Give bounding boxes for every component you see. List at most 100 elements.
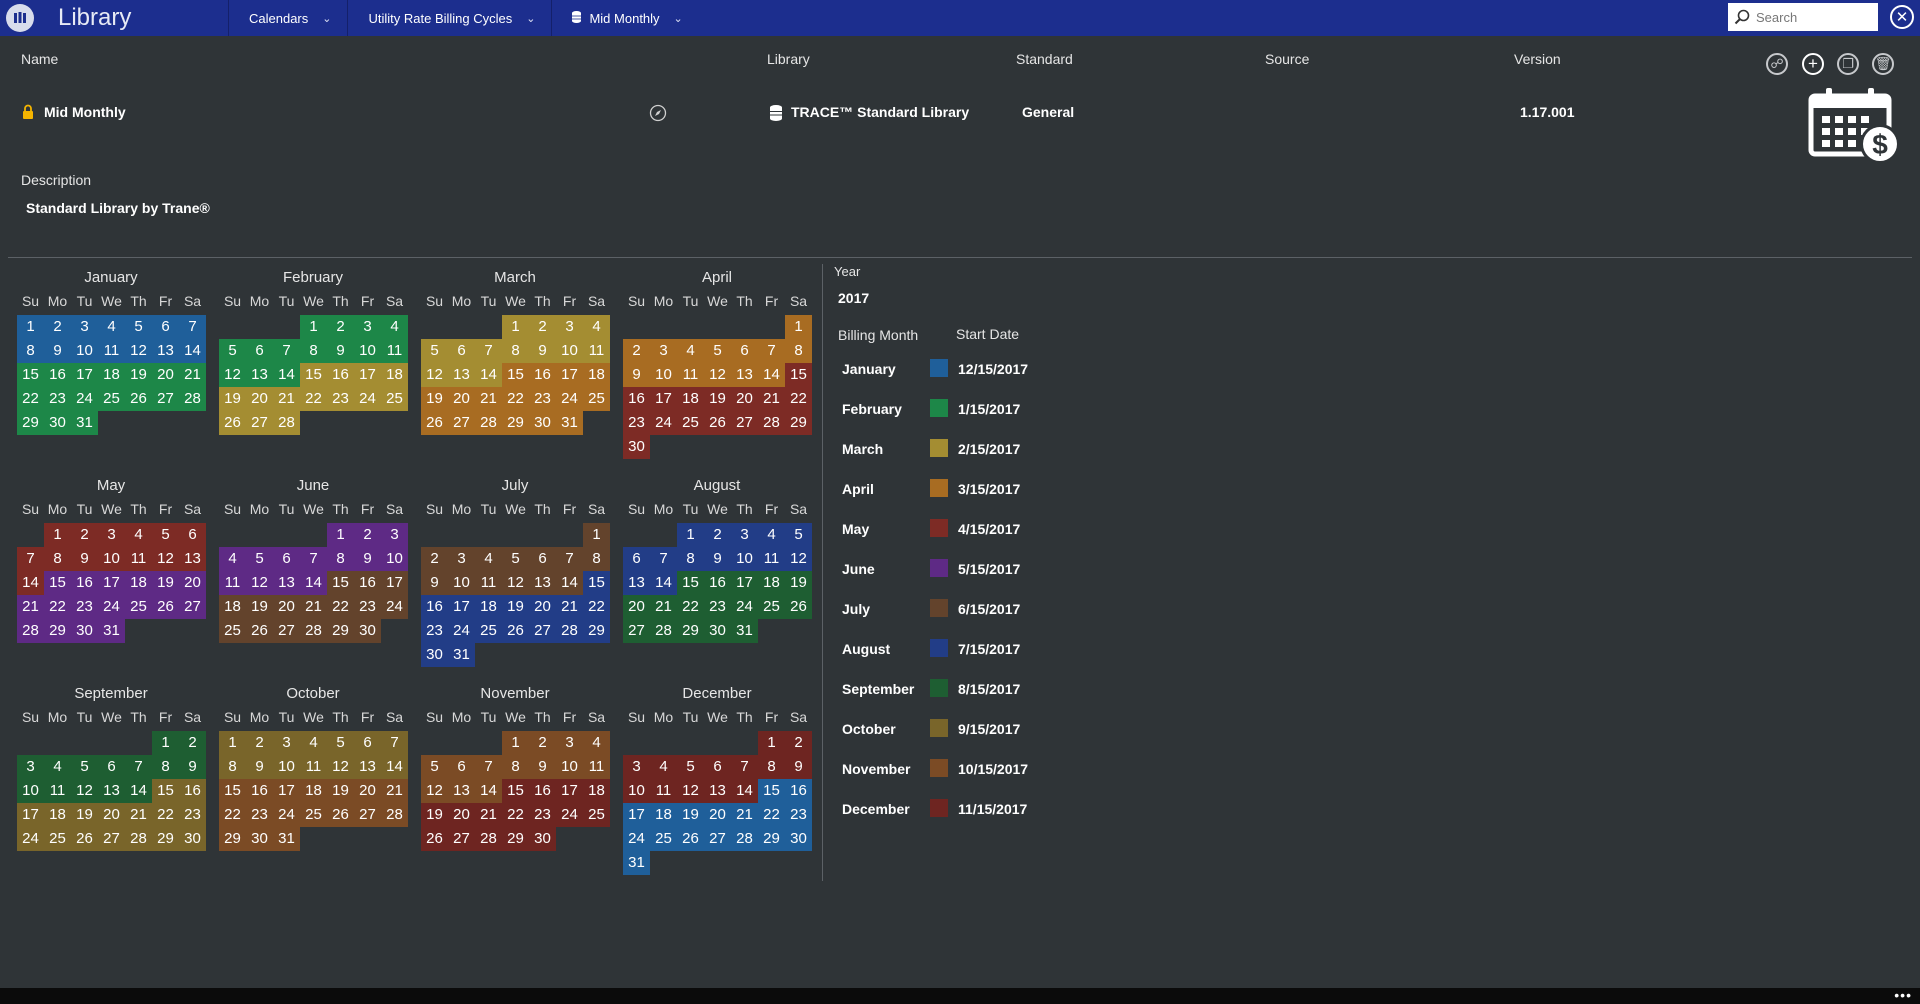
day-cell[interactable]: 13: [273, 571, 300, 595]
day-cell[interactable]: 9: [704, 547, 731, 571]
color-swatch[interactable]: [930, 479, 948, 497]
chevron-down-icon[interactable]: ⌄: [526, 12, 536, 25]
day-cell[interactable]: 30: [529, 411, 556, 435]
day-cell[interactable]: 1: [502, 315, 529, 339]
day-cell[interactable]: 29: [502, 827, 529, 851]
day-cell[interactable]: 7: [179, 315, 206, 339]
day-cell[interactable]: 23: [529, 803, 556, 827]
day-cell[interactable]: 23: [623, 411, 650, 435]
day-cell[interactable]: 5: [785, 523, 812, 547]
day-cell[interactable]: 23: [44, 387, 71, 411]
day-cell[interactable]: 20: [731, 387, 758, 411]
day-cell[interactable]: 27: [246, 411, 273, 435]
day-cell[interactable]: 9: [179, 755, 206, 779]
day-cell[interactable]: 16: [246, 779, 273, 803]
day-cell[interactable]: 10: [556, 755, 583, 779]
day-cell[interactable]: 14: [17, 571, 44, 595]
day-cell[interactable]: 19: [677, 803, 704, 827]
day-cell[interactable]: 4: [44, 755, 71, 779]
day-cell[interactable]: 7: [731, 755, 758, 779]
day-cell[interactable]: 23: [529, 387, 556, 411]
day-cell[interactable]: 18: [475, 595, 502, 619]
day-cell[interactable]: 30: [179, 827, 206, 851]
day-cell[interactable]: 3: [556, 315, 583, 339]
day-cell[interactable]: 31: [556, 411, 583, 435]
day-cell[interactable]: 10: [448, 571, 475, 595]
day-cell[interactable]: 1: [583, 523, 610, 547]
day-cell[interactable]: 17: [71, 363, 98, 387]
search-input[interactable]: [1754, 8, 1868, 26]
day-cell[interactable]: 11: [583, 339, 610, 363]
day-cell[interactable]: 29: [44, 619, 71, 643]
day-cell[interactable]: 29: [677, 619, 704, 643]
day-cell[interactable]: 12: [71, 779, 98, 803]
day-cell[interactable]: 6: [448, 755, 475, 779]
day-cell[interactable]: 16: [421, 595, 448, 619]
day-cell[interactable]: 19: [421, 803, 448, 827]
day-cell[interactable]: 22: [152, 803, 179, 827]
day-cell[interactable]: 15: [677, 571, 704, 595]
day-cell[interactable]: 27: [179, 595, 206, 619]
day-cell[interactable]: 12: [421, 779, 448, 803]
day-cell[interactable]: 1: [327, 523, 354, 547]
day-cell[interactable]: 13: [623, 571, 650, 595]
day-cell[interactable]: 15: [785, 363, 812, 387]
day-cell[interactable]: 10: [71, 339, 98, 363]
day-cell[interactable]: 29: [758, 827, 785, 851]
day-cell[interactable]: 6: [246, 339, 273, 363]
day-cell[interactable]: 17: [623, 803, 650, 827]
day-cell[interactable]: 12: [327, 755, 354, 779]
day-cell[interactable]: 25: [381, 387, 408, 411]
day-cell[interactable]: 16: [327, 363, 354, 387]
day-cell[interactable]: 18: [98, 363, 125, 387]
day-cell[interactable]: 2: [529, 731, 556, 755]
day-cell[interactable]: 19: [71, 803, 98, 827]
day-cell[interactable]: 11: [125, 547, 152, 571]
day-cell[interactable]: 26: [421, 827, 448, 851]
day-cell[interactable]: 23: [179, 803, 206, 827]
day-cell[interactable]: 11: [219, 571, 246, 595]
day-cell[interactable]: 13: [731, 363, 758, 387]
day-cell[interactable]: 5: [421, 755, 448, 779]
day-cell[interactable]: 30: [785, 827, 812, 851]
day-cell[interactable]: 7: [556, 547, 583, 571]
day-cell[interactable]: 12: [785, 547, 812, 571]
day-cell[interactable]: 12: [502, 571, 529, 595]
color-swatch[interactable]: [930, 639, 948, 657]
day-cell[interactable]: 24: [623, 827, 650, 851]
day-cell[interactable]: 30: [71, 619, 98, 643]
day-cell[interactable]: 25: [44, 827, 71, 851]
day-cell[interactable]: 1: [785, 315, 812, 339]
day-cell[interactable]: 4: [677, 339, 704, 363]
day-cell[interactable]: 6: [704, 755, 731, 779]
day-cell[interactable]: 18: [219, 595, 246, 619]
day-cell[interactable]: 17: [354, 363, 381, 387]
day-cell[interactable]: 28: [179, 387, 206, 411]
start-date-value[interactable]: 8/15/2017: [958, 681, 1021, 697]
day-cell[interactable]: 28: [731, 827, 758, 851]
day-cell[interactable]: 22: [327, 595, 354, 619]
day-cell[interactable]: 9: [529, 755, 556, 779]
day-cell[interactable]: 22: [502, 803, 529, 827]
day-cell[interactable]: 2: [354, 523, 381, 547]
day-cell[interactable]: 17: [273, 779, 300, 803]
day-cell[interactable]: 24: [556, 803, 583, 827]
day-cell[interactable]: 11: [650, 779, 677, 803]
day-cell[interactable]: 9: [327, 339, 354, 363]
day-cell[interactable]: 14: [758, 363, 785, 387]
day-cell[interactable]: 10: [381, 547, 408, 571]
start-date-value[interactable]: 5/15/2017: [958, 561, 1021, 577]
day-cell[interactable]: 16: [179, 779, 206, 803]
day-cell[interactable]: 22: [44, 595, 71, 619]
day-cell[interactable]: 29: [152, 827, 179, 851]
day-cell[interactable]: 10: [623, 779, 650, 803]
day-cell[interactable]: 23: [246, 803, 273, 827]
day-cell[interactable]: 23: [71, 595, 98, 619]
day-cell[interactable]: 18: [300, 779, 327, 803]
day-cell[interactable]: 30: [44, 411, 71, 435]
day-cell[interactable]: 11: [677, 363, 704, 387]
day-cell[interactable]: 27: [704, 827, 731, 851]
day-cell[interactable]: 6: [98, 755, 125, 779]
day-cell[interactable]: 24: [71, 387, 98, 411]
day-cell[interactable]: 14: [179, 339, 206, 363]
